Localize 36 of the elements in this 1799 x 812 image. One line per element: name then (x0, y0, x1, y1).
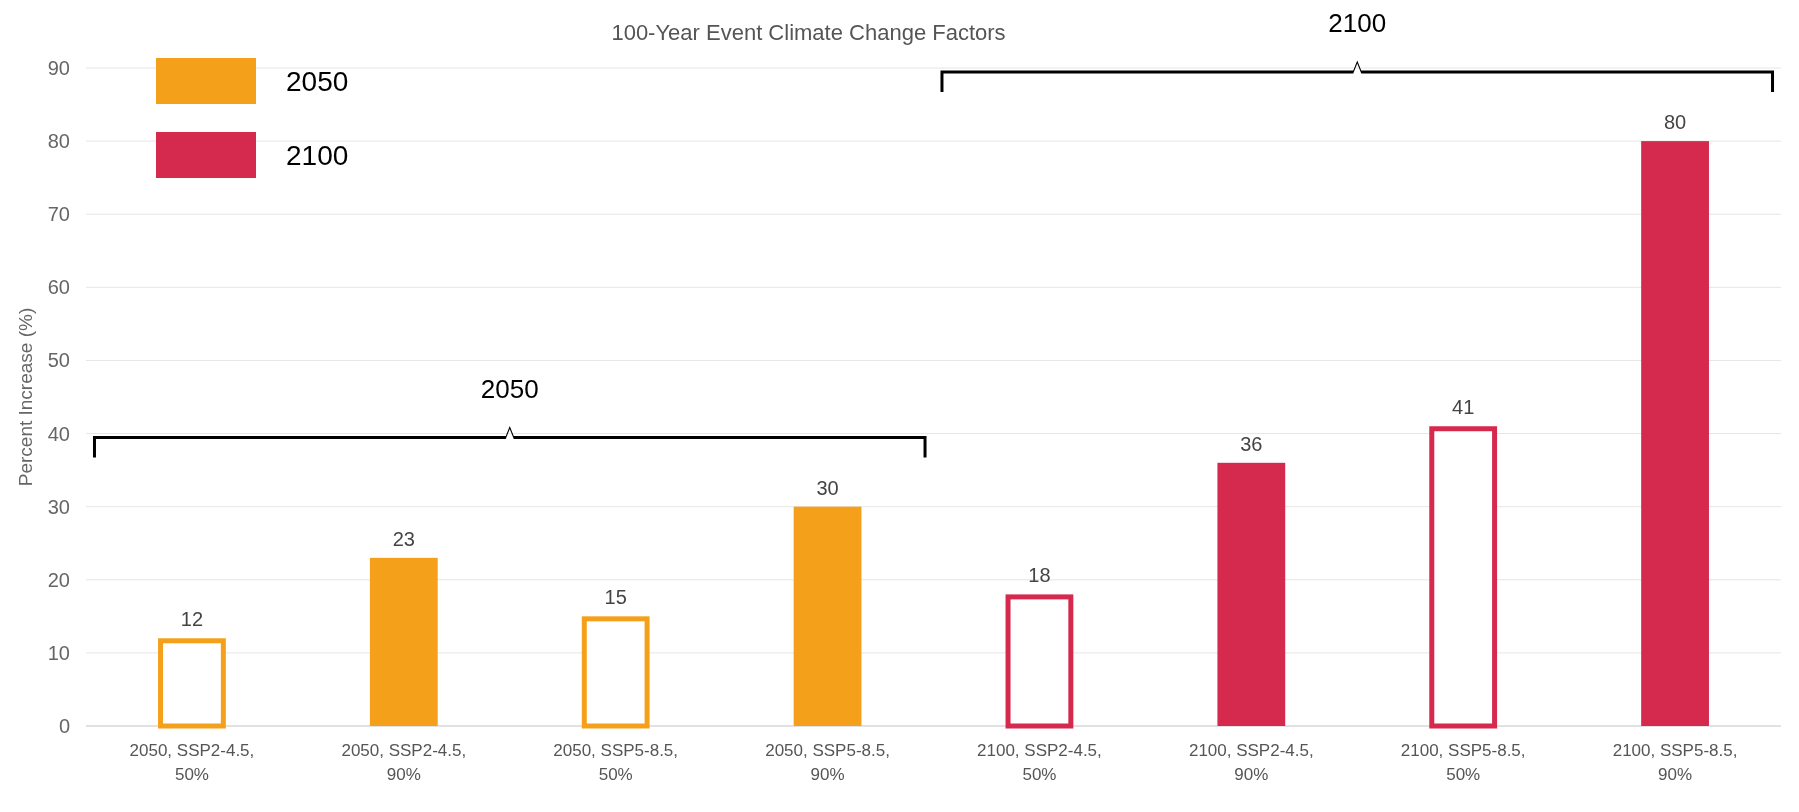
y-tick-label: 70 (47, 203, 70, 226)
chart-title: 100-Year Event Climate Change Factors (611, 20, 1006, 45)
annotation: 2050 (480, 373, 539, 404)
bar (1641, 141, 1709, 726)
y-tick-label: 40 (47, 422, 70, 445)
x-tick-label: 2050, SSP2-4.5, 50% (129, 741, 255, 784)
y-tick-label: 80 (47, 130, 70, 153)
y-tick-label: 90 (47, 57, 70, 79)
y-tick-label: 60 (47, 276, 70, 299)
x-tick-label: 2100, SSP5-8.5, 90% (1612, 741, 1738, 784)
y-tick-label: 30 (47, 495, 70, 518)
x-tick-label: 2100, SSP2-4.5, 90% (1188, 741, 1314, 784)
x-tick-label: 2100, SSP2-4.5, 50% (977, 741, 1102, 784)
data-label: 30 (816, 476, 839, 499)
data-label: 15 (604, 586, 627, 609)
y-tick-label: 20 (47, 568, 70, 591)
y-tick-label: 10 (47, 641, 70, 664)
y-axis-title: Percent Increase (%) (15, 307, 36, 487)
x-tick-label: 2050, SSP2-4.5, 90% (341, 741, 467, 784)
bar (369, 557, 438, 726)
legend-label: 2100 (286, 139, 349, 171)
x-tick-label: 2050, SSP5-8.5, 90% (765, 741, 890, 784)
x-tick-label: 2050, SSP5-8.5, 50% (553, 741, 679, 784)
y-tick-label: 0 (58, 715, 70, 737)
data-label: 36 (1240, 432, 1263, 455)
data-label: 18 (1028, 564, 1051, 587)
x-tick-label: 2100, SSP5-8.5, 50% (1400, 741, 1526, 784)
data-label: 80 (1663, 111, 1687, 134)
bar (793, 506, 862, 726)
bar (1217, 462, 1286, 726)
data-label: 23 (392, 527, 415, 550)
data-label: 41 (1452, 396, 1475, 419)
y-tick-label: 50 (47, 349, 70, 372)
data-label: 12 (180, 608, 204, 631)
text: 2100 (1328, 8, 1387, 39)
legend-label: 2050 (286, 65, 349, 97)
